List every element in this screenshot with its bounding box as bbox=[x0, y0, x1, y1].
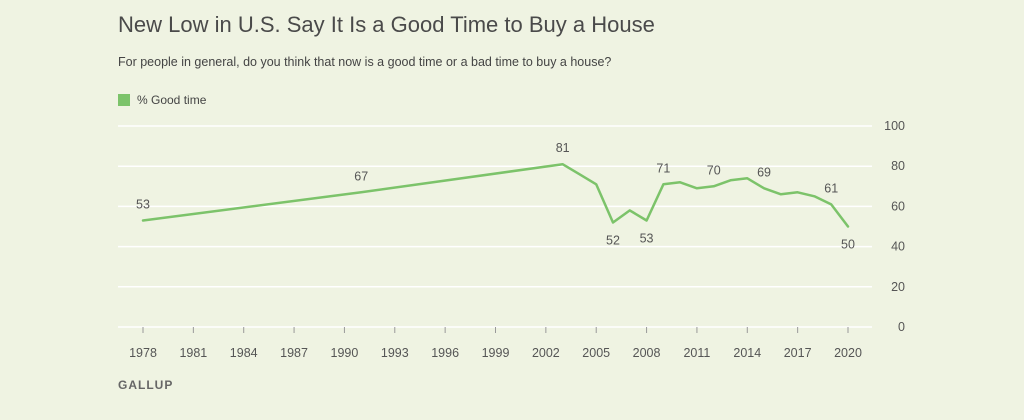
data-label: 71 bbox=[656, 161, 670, 175]
y-tick-label: 0 bbox=[898, 320, 905, 334]
data-label: 52 bbox=[606, 233, 620, 247]
grid-lines: 0 20 40 60 80 100 bbox=[118, 119, 905, 334]
chart-legend: % Good time bbox=[118, 93, 206, 107]
x-tick-label: 1993 bbox=[381, 346, 409, 360]
x-tick-label: 2002 bbox=[532, 346, 560, 360]
data-label: 61 bbox=[824, 181, 838, 195]
x-tick-label: 2008 bbox=[633, 346, 661, 360]
x-tick-label: 1978 bbox=[129, 346, 157, 360]
data-label: 70 bbox=[707, 163, 721, 177]
x-tick-label: 2005 bbox=[582, 346, 610, 360]
data-labels: 53 67 81 52 53 71 70 69 61 50 bbox=[136, 141, 855, 251]
chart-subtitle: For people in general, do you think that… bbox=[118, 55, 612, 69]
y-tick-label: 60 bbox=[891, 199, 905, 213]
legend-swatch bbox=[118, 94, 130, 106]
x-tick-label: 2014 bbox=[733, 346, 761, 360]
x-tick-label: 2017 bbox=[784, 346, 812, 360]
legend-label: % Good time bbox=[137, 93, 207, 107]
series-line bbox=[141, 162, 850, 228]
chart-title: New Low in U.S. Say It Is a Good Time to… bbox=[118, 12, 655, 37]
x-tick-label: 1990 bbox=[331, 346, 359, 360]
x-axis-ticks: 1978 1981 1984 1987 1990 1993 1996 1999 2002 2005… bbox=[129, 327, 862, 360]
data-label: 67 bbox=[354, 169, 368, 183]
x-tick-label: 1996 bbox=[431, 346, 459, 360]
y-tick-label: 20 bbox=[891, 280, 905, 294]
data-label: 81 bbox=[556, 141, 570, 155]
x-tick-label: 1999 bbox=[482, 346, 510, 360]
x-tick-label: 2020 bbox=[834, 346, 862, 360]
x-tick-label: 2011 bbox=[683, 346, 710, 360]
data-label: 50 bbox=[841, 238, 855, 252]
x-tick-label: 1987 bbox=[280, 346, 308, 360]
y-tick-label: 40 bbox=[891, 240, 905, 254]
y-tick-label: 100 bbox=[884, 119, 905, 133]
x-tick-label: 1984 bbox=[230, 346, 258, 360]
source-credit: GALLUP bbox=[118, 378, 174, 392]
series-layer bbox=[141, 162, 850, 228]
data-label: 53 bbox=[136, 197, 150, 211]
data-label: 53 bbox=[640, 231, 654, 245]
x-tick-label: 1981 bbox=[179, 346, 207, 360]
data-label: 69 bbox=[757, 165, 771, 179]
y-tick-label: 80 bbox=[891, 159, 905, 173]
